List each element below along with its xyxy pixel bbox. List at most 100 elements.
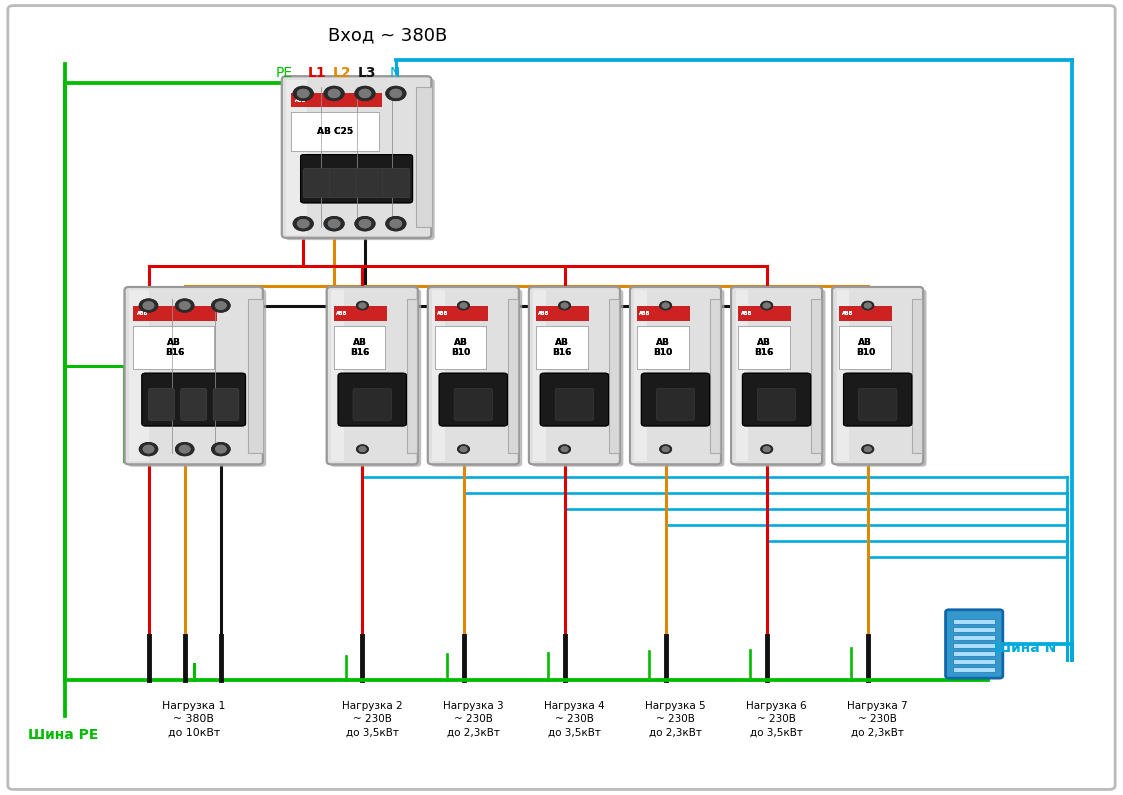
FancyBboxPatch shape <box>946 610 1003 678</box>
Circle shape <box>460 303 467 308</box>
Circle shape <box>458 301 469 309</box>
Text: ABB: ABB <box>538 311 549 316</box>
Bar <box>839 305 893 321</box>
Circle shape <box>764 303 770 308</box>
Circle shape <box>212 443 230 456</box>
FancyBboxPatch shape <box>353 389 392 421</box>
Circle shape <box>355 87 375 100</box>
Circle shape <box>298 90 309 98</box>
Text: ABB: ABB <box>437 311 448 316</box>
Circle shape <box>293 217 313 231</box>
Bar <box>634 290 647 461</box>
Circle shape <box>325 87 344 100</box>
FancyBboxPatch shape <box>656 389 695 421</box>
Bar <box>839 305 893 321</box>
Bar <box>435 326 486 369</box>
FancyBboxPatch shape <box>125 287 263 464</box>
Bar <box>738 326 789 369</box>
Circle shape <box>559 445 570 453</box>
Text: Шина N: Шина N <box>994 641 1056 655</box>
Bar <box>334 326 385 369</box>
Circle shape <box>460 303 467 308</box>
Circle shape <box>328 90 339 98</box>
Circle shape <box>180 445 190 453</box>
Text: ABB: ABB <box>538 311 549 316</box>
FancyBboxPatch shape <box>301 155 412 203</box>
Circle shape <box>562 447 568 452</box>
Circle shape <box>862 445 874 453</box>
Bar <box>953 626 995 632</box>
FancyBboxPatch shape <box>656 389 695 421</box>
Bar <box>811 299 821 452</box>
Bar <box>291 112 378 151</box>
FancyBboxPatch shape <box>181 389 207 421</box>
Circle shape <box>562 303 568 308</box>
Circle shape <box>562 303 568 308</box>
Bar <box>291 94 382 107</box>
Circle shape <box>298 219 309 227</box>
Circle shape <box>328 219 339 227</box>
Bar <box>407 299 417 452</box>
Circle shape <box>559 301 570 309</box>
Text: ABB: ABB <box>294 98 307 103</box>
Text: АВ
В16: АВ В16 <box>755 338 774 357</box>
Circle shape <box>139 443 157 456</box>
FancyBboxPatch shape <box>303 169 331 198</box>
FancyBboxPatch shape <box>641 374 710 426</box>
Bar <box>637 326 688 369</box>
FancyBboxPatch shape <box>555 389 594 421</box>
Text: АВ
В16: АВ В16 <box>755 338 774 357</box>
Bar <box>738 305 792 321</box>
Text: ABB: ABB <box>137 311 148 316</box>
Circle shape <box>663 447 669 452</box>
FancyBboxPatch shape <box>181 389 207 421</box>
Text: ABB: ABB <box>841 311 852 316</box>
Circle shape <box>660 301 672 309</box>
Circle shape <box>460 447 467 452</box>
Circle shape <box>391 219 402 227</box>
Text: ABB: ABB <box>639 311 650 316</box>
Circle shape <box>359 219 371 227</box>
Bar <box>637 326 688 369</box>
Circle shape <box>175 443 194 456</box>
Text: АВ
В10: АВ В10 <box>654 338 673 357</box>
Bar <box>508 299 518 452</box>
Bar <box>248 299 264 452</box>
Text: L2: L2 <box>334 66 351 80</box>
Bar <box>953 650 995 656</box>
Circle shape <box>391 90 402 98</box>
Bar <box>953 666 995 672</box>
Bar <box>435 305 489 321</box>
Bar <box>435 326 486 369</box>
Circle shape <box>216 302 226 309</box>
Bar <box>738 326 789 369</box>
Circle shape <box>386 87 405 100</box>
FancyBboxPatch shape <box>633 289 724 467</box>
Bar <box>133 305 217 321</box>
Bar <box>416 87 432 227</box>
Circle shape <box>663 303 669 308</box>
Text: Нагрузка 7
~ 230В
до 2,3кВт: Нагрузка 7 ~ 230В до 2,3кВт <box>848 701 907 738</box>
FancyBboxPatch shape <box>633 289 724 467</box>
Circle shape <box>862 445 874 453</box>
FancyBboxPatch shape <box>382 169 410 198</box>
Circle shape <box>139 443 157 456</box>
Circle shape <box>298 219 309 227</box>
FancyBboxPatch shape <box>529 287 620 464</box>
Circle shape <box>325 217 344 231</box>
Circle shape <box>764 303 770 308</box>
Text: PE: PE <box>275 66 293 80</box>
Bar <box>286 80 308 235</box>
Text: АВ С25: АВ С25 <box>318 127 354 136</box>
FancyBboxPatch shape <box>529 287 620 464</box>
FancyBboxPatch shape <box>338 374 407 426</box>
Circle shape <box>359 303 366 308</box>
Bar <box>533 290 546 461</box>
Circle shape <box>144 302 154 309</box>
Bar <box>334 305 387 321</box>
FancyBboxPatch shape <box>213 389 239 421</box>
FancyBboxPatch shape <box>148 389 174 421</box>
FancyBboxPatch shape <box>128 289 266 467</box>
Circle shape <box>357 445 368 453</box>
FancyBboxPatch shape <box>843 374 912 426</box>
